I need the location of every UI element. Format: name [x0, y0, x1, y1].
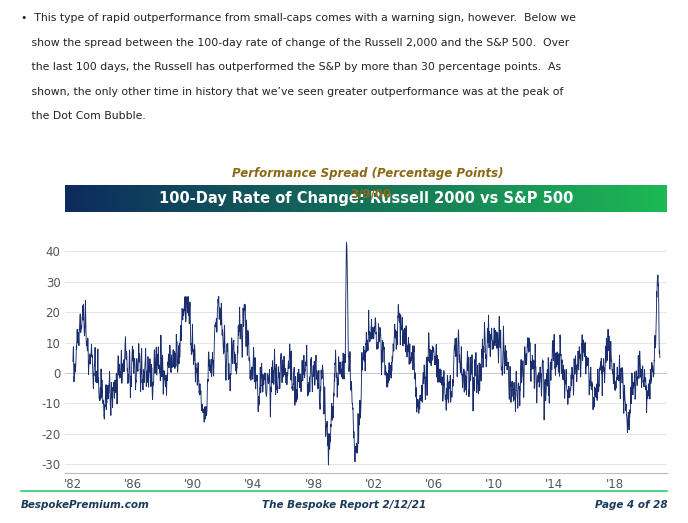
Text: show the spread between the 100-day rate of change of the Russell 2,000 and the : show the spread between the 100-day rate… [21, 38, 569, 48]
Text: the Dot Com Bubble.: the Dot Com Bubble. [21, 111, 145, 121]
Text: •  This type of rapid outperformance from small-caps comes with a warning sign, : • This type of rapid outperformance from… [21, 13, 576, 23]
Text: BespokePremium.com: BespokePremium.com [21, 499, 149, 510]
Text: The Bespoke Report 2/12/21: The Bespoke Report 2/12/21 [262, 499, 426, 510]
Text: Page 4 of 28: Page 4 of 28 [594, 499, 667, 510]
Text: the last 100 days, the Russell has outperformed the S&P by more than 30 percenta: the last 100 days, the Russell has outpe… [21, 62, 561, 72]
Text: 100-Day Rate of Change: Russell 2000 vs S&P 500: 100-Day Rate of Change: Russell 2000 vs … [159, 191, 574, 206]
Text: shown, the only other time in history that we’ve seen greater outperformance was: shown, the only other time in history th… [21, 87, 563, 97]
Text: Performance Spread (Percentage Points): Performance Spread (Percentage Points) [233, 167, 504, 180]
Text: 3/9/00: 3/9/00 [350, 187, 391, 200]
